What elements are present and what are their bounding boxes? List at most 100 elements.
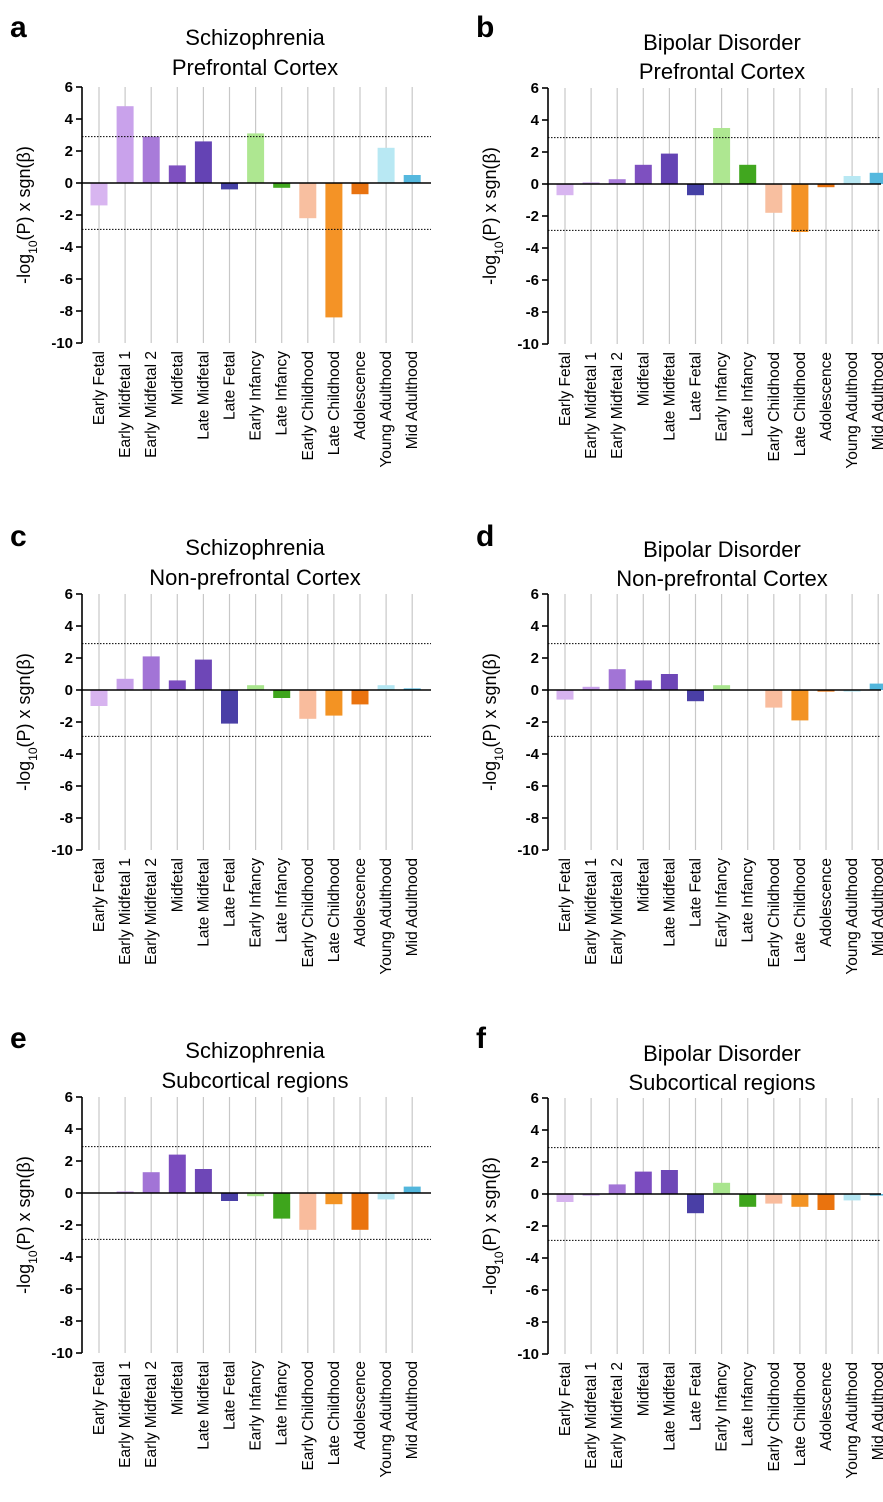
bar-young-adulthood xyxy=(377,1193,395,1200)
y-tick-label: 6 xyxy=(531,1090,539,1107)
y-tick-label: -2 xyxy=(60,1217,73,1234)
category-label: Young Adulthood xyxy=(844,352,861,469)
bar-midfetal xyxy=(168,1154,186,1193)
category-label: Late Infancy xyxy=(274,858,291,943)
bar-early-infancy xyxy=(247,133,265,183)
bar-late-fetal xyxy=(687,1194,704,1214)
bar-early-infancy xyxy=(247,1193,265,1197)
panel-title-line2: Prefrontal Cortex xyxy=(172,55,338,80)
y-tick-label: 2 xyxy=(531,144,539,161)
y-tick-label: 0 xyxy=(65,1185,73,1202)
panel-c: c Schizophrenia Non-prefrontal Cortex 6 4 2 0 -… xyxy=(10,520,431,975)
category-label: Early Midfetal 1 xyxy=(583,858,600,965)
y-tick-label: -4 xyxy=(60,1249,74,1266)
category-label: Young Adulthood xyxy=(844,858,861,975)
category-label: Early Midfetal 1 xyxy=(117,1361,134,1468)
category-label: Early Infancy xyxy=(714,1362,731,1452)
panel-a: a Schizophrenia Prefrontal Cortex 6 4 2 0 -2 -4 -… xyxy=(10,11,431,468)
bar-late-infancy xyxy=(273,690,291,698)
category-label: Early Midfetal 1 xyxy=(117,351,134,458)
y-tick-label: 4 xyxy=(531,618,540,635)
y-tick-label: 0 xyxy=(531,176,539,193)
category-label: Early Midfetal 2 xyxy=(609,858,626,965)
panel-letter: c xyxy=(10,520,27,553)
y-axis-label: -log10(P) x sgn(β) xyxy=(480,147,506,285)
bar-midfetal xyxy=(168,680,186,690)
bar-early-midfetal-2 xyxy=(142,136,160,183)
bar-early-childhood xyxy=(299,183,317,219)
panel-f: f Bipolar Disorder Subcortical regions 6 4 2 0… xyxy=(476,1022,883,1479)
bar-late-childhood xyxy=(791,184,809,232)
bar-late-midfetal xyxy=(194,141,212,183)
y-tick-label: -4 xyxy=(526,240,540,257)
bar-early-midfetal-1 xyxy=(116,1191,134,1193)
category-label: Adolescence xyxy=(818,1362,835,1451)
y-tick-label: -6 xyxy=(60,271,73,288)
category-label: Early Midfetal 2 xyxy=(143,1361,160,1468)
bar-early-midfetal-2 xyxy=(608,1184,626,1194)
category-label: Late Childhood xyxy=(792,858,809,962)
category-label: Late Infancy xyxy=(740,352,757,437)
y-tick-label: -2 xyxy=(526,208,539,225)
y-tick-label: -10 xyxy=(517,842,539,859)
bar-late-childhood xyxy=(791,690,809,721)
y-tick-label: -2 xyxy=(60,207,73,224)
bar-late-fetal xyxy=(687,184,704,196)
panel-b: b Bipolar Disorder Prefrontal Cortex 6 4 2 0 -2… xyxy=(476,11,883,469)
bar-late-infancy xyxy=(273,1193,291,1219)
category-label: Late Infancy xyxy=(274,1361,291,1446)
panel-title-line2: Prefrontal Cortex xyxy=(639,59,805,84)
bar-early-midfetal-1 xyxy=(116,106,134,183)
category-label: Early Fetal xyxy=(557,858,574,932)
category-label: Mid Adulthood xyxy=(404,351,421,449)
bar-late-midfetal xyxy=(194,659,212,690)
category-label: Early Infancy xyxy=(714,352,731,442)
bar-mid-adulthood xyxy=(403,1186,421,1193)
y-tick-label: -4 xyxy=(526,1250,540,1267)
y-tick-label: -6 xyxy=(60,778,73,795)
category-label: Early Childhood xyxy=(766,352,783,461)
panel-title-line2: Subcortical regions xyxy=(628,1070,815,1095)
y-tick-label: -8 xyxy=(60,810,73,827)
category-label: Early Fetal xyxy=(91,1361,108,1435)
y-tick-label: 4 xyxy=(531,1122,540,1139)
category-label: Midfetal xyxy=(635,352,652,406)
bar-late-childhood xyxy=(325,690,343,716)
bar-young-adulthood xyxy=(843,690,861,692)
y-axis-label: -log10(P) x sgn(β) xyxy=(480,1157,506,1295)
bar-early-fetal xyxy=(556,1194,574,1202)
panel-letter: a xyxy=(10,11,27,44)
category-label: Midfetal xyxy=(169,858,186,912)
y-tick-label: -2 xyxy=(526,1218,539,1235)
y-tick-label: 0 xyxy=(65,175,73,192)
bar-early-childhood xyxy=(765,1194,783,1204)
bar-adolescence xyxy=(351,1193,369,1230)
bar-late-childhood xyxy=(325,183,343,318)
bar-mid-adulthood xyxy=(869,172,883,184)
bar-early-childhood xyxy=(765,690,783,708)
y-tick-label: -6 xyxy=(526,272,539,289)
category-label: Early Childhood xyxy=(766,858,783,967)
bar-late-midfetal xyxy=(660,1170,678,1194)
bar-mid-adulthood xyxy=(869,683,883,690)
y-tick-label: -10 xyxy=(51,1345,73,1362)
bar-early-fetal xyxy=(90,690,108,706)
category-label: Late Midfetal xyxy=(661,352,678,441)
category-label: Young Adulthood xyxy=(378,858,395,975)
category-label: Midfetal xyxy=(169,351,186,405)
y-tick-label: 2 xyxy=(65,143,73,160)
bar-early-childhood xyxy=(765,184,783,213)
bar-mid-adulthood xyxy=(869,1194,883,1196)
category-label: Early Fetal xyxy=(91,858,108,932)
category-label: Late Midfetal xyxy=(195,858,212,947)
bar-early-midfetal-2 xyxy=(608,669,626,690)
y-tick-label: -2 xyxy=(60,714,73,731)
bar-adolescence xyxy=(817,1194,835,1210)
bar-midfetal xyxy=(634,680,652,690)
bar-early-childhood xyxy=(299,1193,317,1230)
category-label: Adolescence xyxy=(352,351,369,440)
panel-e: e Schizophrenia Subcortical regions 6 4 2 0 -2 -… xyxy=(10,1022,431,1478)
panel-title-line2: Non-prefrontal Cortex xyxy=(149,565,361,590)
category-label: Early Midfetal 2 xyxy=(143,351,160,458)
y-tick-label: 6 xyxy=(65,79,73,96)
